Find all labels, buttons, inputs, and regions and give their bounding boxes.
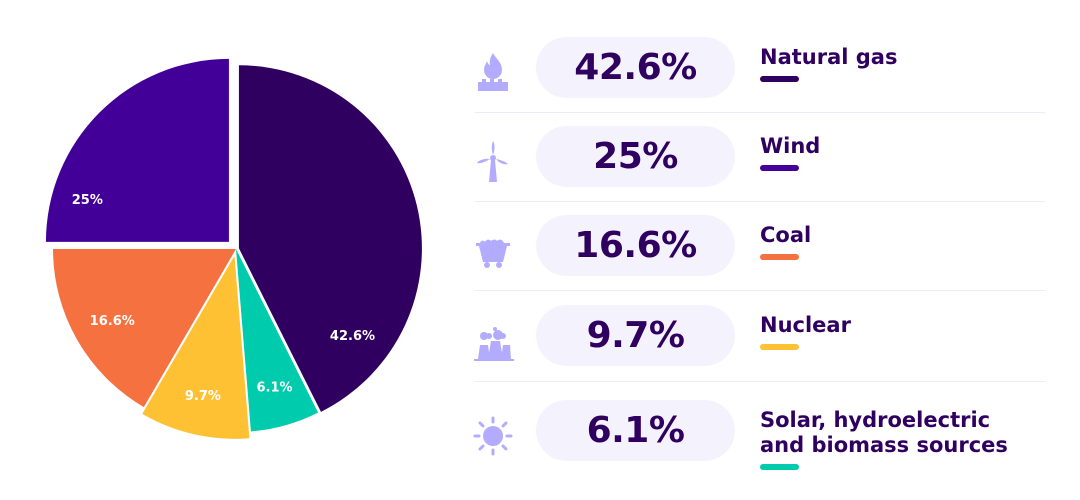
pie-slice-coal: [53, 249, 236, 408]
legend-divider: [475, 112, 1045, 113]
pie-slice-natural: [238, 65, 422, 412]
legend-label-line: Solar, hydroelectric: [760, 408, 991, 432]
legend-color-swatch: [760, 344, 799, 350]
legend-row: 16.6% Coal: [470, 215, 1045, 304]
legend-value-coal: 16.6%: [536, 215, 735, 276]
legend-color-swatch: [760, 254, 799, 260]
legend-value-text: 25%: [593, 136, 678, 177]
legend-color-swatch: [760, 464, 799, 470]
legend-value-nuclear: 9.7%: [536, 305, 735, 366]
slice-data-label: 9.7%: [185, 389, 221, 404]
legend-label-nuclear: Nuclear: [760, 313, 851, 350]
wind-turbine-icon: [477, 141, 508, 182]
legend-value-text: 6.1%: [586, 410, 685, 451]
legend-label-line: Coal: [760, 223, 812, 247]
legend-row: 42.6% Natural gas: [470, 37, 1045, 126]
pie-chart: 42.6% 6.1% 9.7% 16.6% 25%: [45, 58, 422, 439]
legend-color-swatch: [760, 76, 799, 82]
legend-label-natural: Natural gas: [760, 45, 897, 82]
nuclear-plant-icon: [474, 327, 514, 361]
legend-label-line: Wind: [760, 134, 821, 158]
coal-cart-icon: [476, 239, 510, 268]
legend-label-line: and biomass sources: [760, 433, 1008, 457]
slice-data-label: 25%: [72, 193, 103, 208]
legend-value-text: 42.6%: [574, 47, 697, 88]
legend-value-solar: 6.1%: [536, 400, 735, 461]
legend-value-natural: 42.6%: [536, 37, 735, 98]
legend-label-wind: Wind: [760, 134, 820, 171]
legend-label-solar: Solar, hydroelectric and biomass sources: [760, 408, 1008, 470]
legend-row: 9.7% Nuclear: [470, 305, 1045, 394]
legend-divider: [475, 201, 1045, 202]
slice-data-label: 6.1%: [256, 380, 292, 395]
pie-slice-solar: [236, 249, 319, 432]
legend-divider: [475, 381, 1045, 382]
legend-row: 6.1% Solar, hydroelectric and biomass sou…: [470, 400, 1045, 489]
pie-slice-nuclear: [142, 255, 250, 439]
legend-value-text: 9.7%: [586, 315, 685, 356]
sun-icon: [473, 416, 513, 456]
pie-slice-wind: [45, 58, 229, 242]
legend-color-swatch: [760, 165, 799, 171]
legend-value-wind: 25%: [536, 126, 735, 187]
legend-divider: [475, 290, 1045, 291]
gas-flame-icon: [478, 53, 508, 91]
legend-label-coal: Coal: [760, 223, 811, 260]
legend-label-line: Natural gas: [760, 45, 898, 69]
legend-label-line: Nuclear: [760, 313, 851, 337]
legend-value-text: 16.6%: [574, 225, 697, 266]
legend-row: 25% Wind: [470, 126, 1045, 215]
slice-data-label: 16.6%: [90, 314, 135, 329]
slice-data-label: 42.6%: [330, 329, 375, 344]
